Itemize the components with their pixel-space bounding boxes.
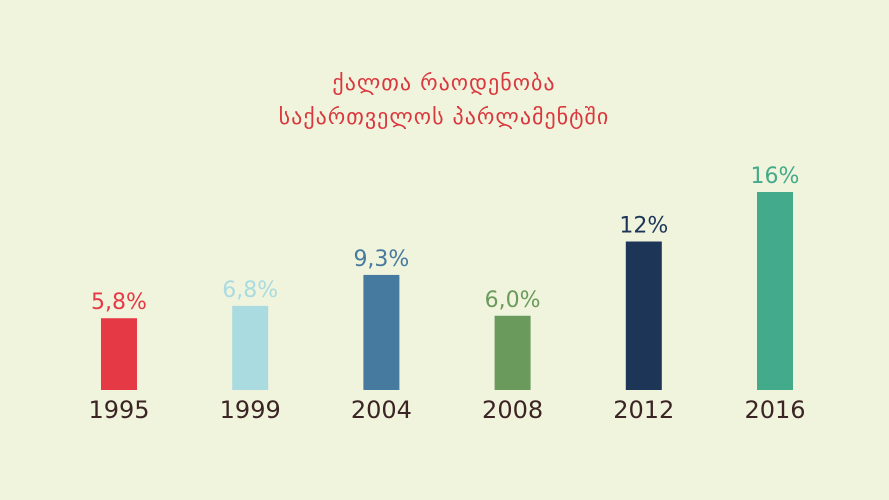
x-tick-label: 2016 [744,396,805,424]
value-label: 16% [751,164,800,189]
bar [363,274,400,390]
value-label: 6,8% [222,278,278,303]
bar [232,305,269,390]
value-label: 5,8% [91,290,147,315]
bar [625,241,662,390]
value-label: 6,0% [485,288,541,313]
bar [757,192,793,390]
x-tick-label: 1999 [220,396,281,424]
chart-title: ქალთა რაოდენობა [332,71,555,96]
x-tick-label: 2008 [482,396,543,424]
bar [101,318,137,390]
chart-subtitle: საქართველოს პარლამენტში [279,105,610,130]
x-tick-label: 1995 [88,396,149,424]
bar [494,315,531,390]
value-label: 12% [619,214,668,239]
value-label: 9,3% [353,247,409,272]
x-tick-label: 2004 [351,396,412,424]
x-tick-label: 2012 [613,396,674,424]
